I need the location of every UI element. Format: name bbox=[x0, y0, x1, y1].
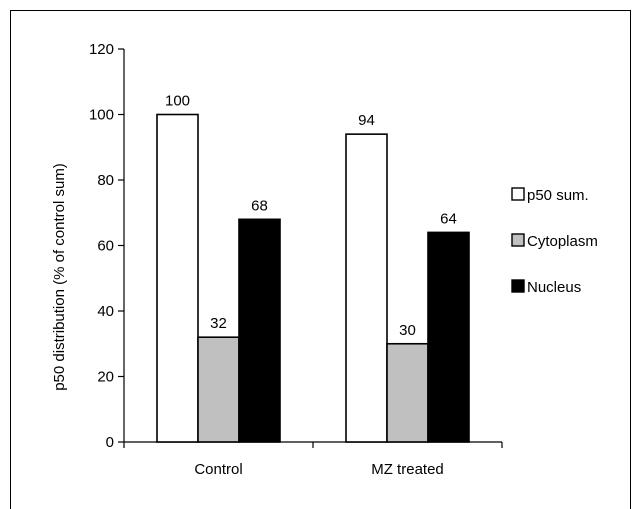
legend-swatch bbox=[512, 188, 524, 200]
legend-label: Cytoplasm bbox=[527, 233, 598, 250]
bar bbox=[198, 337, 239, 442]
y-tick-label: 20 bbox=[97, 369, 114, 386]
data-labels: 100 32 68 94 30 64 bbox=[165, 93, 457, 339]
legend: p50 sum. Cytoplasm Nucleus bbox=[512, 187, 598, 296]
y-tick-label: 80 bbox=[97, 172, 114, 189]
y-tick-label: 120 bbox=[89, 41, 114, 58]
bar bbox=[346, 134, 387, 442]
y-tick-label: 100 bbox=[89, 107, 114, 124]
legend-swatch bbox=[512, 280, 524, 292]
data-label: 64 bbox=[440, 210, 457, 227]
data-label: 100 bbox=[165, 93, 190, 110]
data-label: 30 bbox=[399, 322, 416, 339]
legend-label: Nucleus bbox=[527, 279, 581, 296]
x-category-label: Control bbox=[194, 461, 242, 478]
bar bbox=[157, 115, 198, 443]
y-ticks: 0 20 40 60 80 100 120 bbox=[89, 41, 124, 451]
data-label: 94 bbox=[358, 112, 375, 129]
legend-label: p50 sum. bbox=[527, 187, 589, 204]
bar bbox=[387, 344, 428, 442]
y-axis-title: p50 distribution (% of control sum) bbox=[51, 163, 68, 391]
x-ticks: Control MZ treated bbox=[124, 442, 502, 478]
data-label: 32 bbox=[210, 315, 227, 332]
y-tick-label: 60 bbox=[97, 238, 114, 255]
x-category-label: MZ treated bbox=[371, 461, 444, 478]
bars bbox=[157, 115, 469, 443]
bar bbox=[428, 232, 469, 442]
data-label: 68 bbox=[251, 197, 268, 214]
y-tick-label: 0 bbox=[106, 434, 114, 451]
legend-swatch bbox=[512, 234, 524, 246]
y-tick-label: 40 bbox=[97, 303, 114, 320]
bar bbox=[239, 219, 280, 442]
